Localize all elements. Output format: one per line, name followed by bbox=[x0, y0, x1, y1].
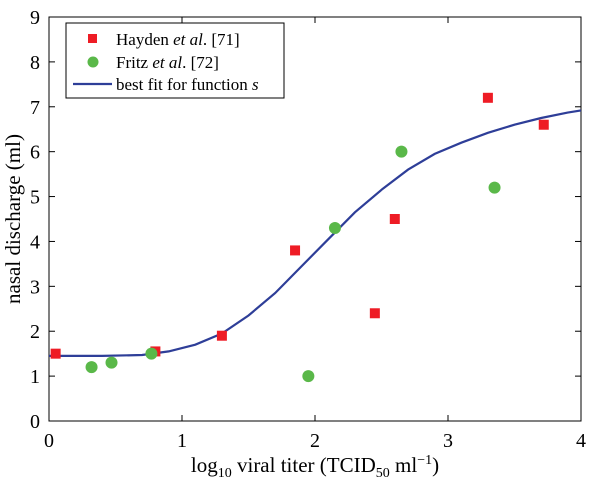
legend-label-fit: best fit for function s bbox=[116, 75, 259, 94]
x-axis-label: log10 viral titer (TCID50 ml−1) bbox=[191, 453, 439, 481]
y-tick-label: 8 bbox=[30, 52, 40, 74]
hayden-data-point bbox=[216, 330, 227, 341]
fritz-data-point bbox=[105, 356, 118, 369]
hayden-data-point bbox=[538, 119, 549, 130]
y-tick-label: 9 bbox=[30, 7, 40, 29]
data-markers bbox=[50, 92, 549, 383]
hayden-data-point bbox=[50, 348, 61, 359]
y-tick-label: 5 bbox=[30, 187, 40, 209]
y-tick-label: 2 bbox=[30, 321, 40, 343]
plot-area: 0 1 2 3 4 0 1 2 3 4 5 6 7 8 9 bbox=[30, 7, 586, 452]
y-tick-label: 7 bbox=[30, 97, 40, 119]
legend-marker-hayden bbox=[88, 34, 97, 43]
hayden-data-point bbox=[389, 214, 400, 224]
legend-label-hayden: Hayden et al. [71] bbox=[116, 30, 240, 49]
legend-label-fritz: Fritz et al. [72] bbox=[116, 53, 219, 72]
x-tick-label: 0 bbox=[44, 430, 54, 452]
hayden-data-point bbox=[290, 245, 301, 256]
y-tick-label: 3 bbox=[30, 276, 40, 298]
fritz-data-point bbox=[85, 361, 98, 374]
x-tick-label: 4 bbox=[576, 430, 586, 452]
hayden-data-point bbox=[482, 92, 493, 103]
x-tick-label: 1 bbox=[177, 430, 187, 452]
x-tick-label: 3 bbox=[443, 430, 453, 452]
fritz-data-point bbox=[145, 347, 158, 360]
y-tick-label: 1 bbox=[30, 366, 40, 388]
x-tick-label: 2 bbox=[310, 430, 320, 452]
fritz-data-point bbox=[395, 145, 408, 158]
fritz-data-point bbox=[328, 221, 341, 234]
hayden-data-point bbox=[369, 308, 380, 319]
fritz-data-point bbox=[302, 370, 315, 383]
fritz-data-point bbox=[488, 181, 501, 194]
legend: Hayden et al. [71] Fritz et al. [72] bes… bbox=[65, 22, 285, 99]
best-fit-line bbox=[49, 109, 582, 357]
y-tick-label: 4 bbox=[30, 231, 40, 253]
y-axis-label: nasal discharge (ml) bbox=[1, 134, 25, 304]
legend-marker-fritz bbox=[87, 56, 99, 68]
y-tick-label: 0 bbox=[30, 411, 40, 433]
y-tick-label: 6 bbox=[30, 142, 40, 164]
legend-box bbox=[65, 22, 285, 99]
axis-ticks: 0 1 2 3 4 0 1 2 3 4 5 6 7 8 9 bbox=[30, 7, 586, 452]
